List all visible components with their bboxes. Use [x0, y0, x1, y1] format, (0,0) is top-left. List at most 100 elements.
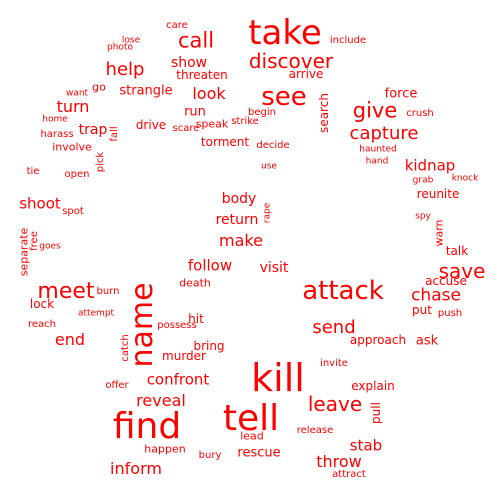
word-lead: lead [240, 429, 264, 443]
word-reunite: reunite [416, 187, 460, 201]
word-save: save [438, 259, 486, 283]
word-rescue: rescue [237, 445, 281, 461]
word-death: death [179, 276, 211, 290]
word-lose: lose [121, 35, 141, 46]
word-begin: begin [248, 107, 276, 118]
word-throw: throw [316, 452, 362, 471]
word-pull: pull [369, 402, 383, 424]
word-photo: photo [107, 42, 133, 53]
word-force: force [384, 86, 418, 102]
word-call: call [177, 28, 215, 53]
word-approach: approach [349, 333, 407, 347]
word-burn: burn [96, 286, 120, 297]
word-search: search [317, 93, 331, 133]
word-attack: attack [302, 276, 384, 306]
word-involve: involve [52, 140, 92, 154]
word-pick: pick [95, 151, 106, 173]
word-explain: explain [351, 379, 395, 393]
word-bury: bury [198, 450, 222, 461]
word-open: open [64, 169, 90, 180]
word-offer: offer [105, 380, 129, 391]
word-discover: discover [248, 49, 334, 73]
word-murder: murder [162, 349, 206, 363]
word-stab: stab [349, 436, 383, 455]
word-grab: grab [412, 175, 434, 186]
word-name: name [125, 282, 160, 368]
word-attempt: attempt [77, 308, 115, 319]
word-follow: follow [187, 256, 233, 275]
word-kidnap: kidnap [404, 156, 456, 175]
word-spot: spot [62, 206, 84, 217]
word-trap: trap [78, 122, 108, 138]
word-rape: rape [262, 202, 273, 224]
word-decide: decide [256, 140, 290, 151]
word-return: return [215, 212, 259, 228]
word-spy: spy [415, 211, 431, 222]
word-shoot: shoot [19, 194, 61, 213]
word-torment: torment [200, 135, 250, 149]
word-threaten: threaten [176, 68, 228, 82]
word-separate: separate [17, 227, 31, 277]
word-leave: leave [307, 392, 363, 416]
word-catch: catch [120, 334, 131, 362]
word-visit: visit [259, 260, 289, 276]
word-meet: meet [37, 279, 95, 304]
word-haunted: haunted [359, 144, 397, 155]
word-go: go [92, 80, 106, 94]
word-bring: bring [193, 339, 225, 353]
word-put: put [412, 303, 432, 317]
word-turn: turn [56, 97, 90, 116]
word-body: body [221, 191, 257, 207]
word-push: push [437, 308, 463, 319]
word-reach: reach [27, 319, 57, 330]
word-goes: goes [39, 241, 61, 252]
word-take: take [248, 13, 322, 53]
word-reveal: reveal [136, 391, 186, 410]
word-find: find [112, 406, 182, 447]
word-inform: inform [110, 459, 162, 478]
word-see: see [261, 82, 307, 112]
word-strike: strike [231, 116, 259, 127]
word-lock: lock [29, 297, 55, 311]
word-confront: confront [146, 370, 210, 389]
word-help: help [105, 59, 145, 80]
word-chase: chase [411, 285, 461, 306]
word-hand: hand [365, 156, 389, 167]
word-want: want [65, 88, 89, 99]
word-happen: happen [144, 442, 186, 456]
word-release: release [296, 425, 334, 436]
word-arrive: arrive [288, 67, 324, 81]
word-attract: attract [332, 469, 366, 480]
word-send: send [312, 317, 356, 338]
word-give: give [352, 98, 398, 123]
word-speak: speak [195, 117, 229, 131]
word-talk: talk [445, 244, 469, 258]
word-capture: capture [349, 123, 419, 144]
word-include: include [329, 35, 367, 46]
word-ask: ask [415, 333, 439, 349]
word-crush: crush [406, 108, 434, 119]
word-fall: fall [109, 126, 120, 142]
word-home: home [42, 114, 68, 125]
word-knock: knock [451, 173, 479, 184]
word-possess: possess [157, 320, 197, 331]
word-look: look [192, 84, 226, 103]
word-accuse: accuse [425, 274, 467, 288]
word-invite: invite [320, 358, 348, 369]
word-kill: kill [251, 356, 305, 400]
word-tell: tell [222, 398, 280, 439]
word-drive: drive [135, 118, 167, 132]
word-scare: scare [172, 123, 200, 134]
word-strangle: strangle [119, 83, 173, 99]
word-warn: warn [432, 219, 446, 247]
word-use: use [261, 161, 277, 172]
word-hit: hit [188, 312, 204, 326]
word-run: run [184, 104, 206, 120]
word-tie: tie [26, 166, 40, 177]
word-end: end [54, 330, 86, 349]
word-make: make [219, 231, 263, 250]
word-care: care [166, 20, 188, 31]
word-harass: harass [40, 129, 74, 140]
word-show: show [170, 55, 208, 71]
